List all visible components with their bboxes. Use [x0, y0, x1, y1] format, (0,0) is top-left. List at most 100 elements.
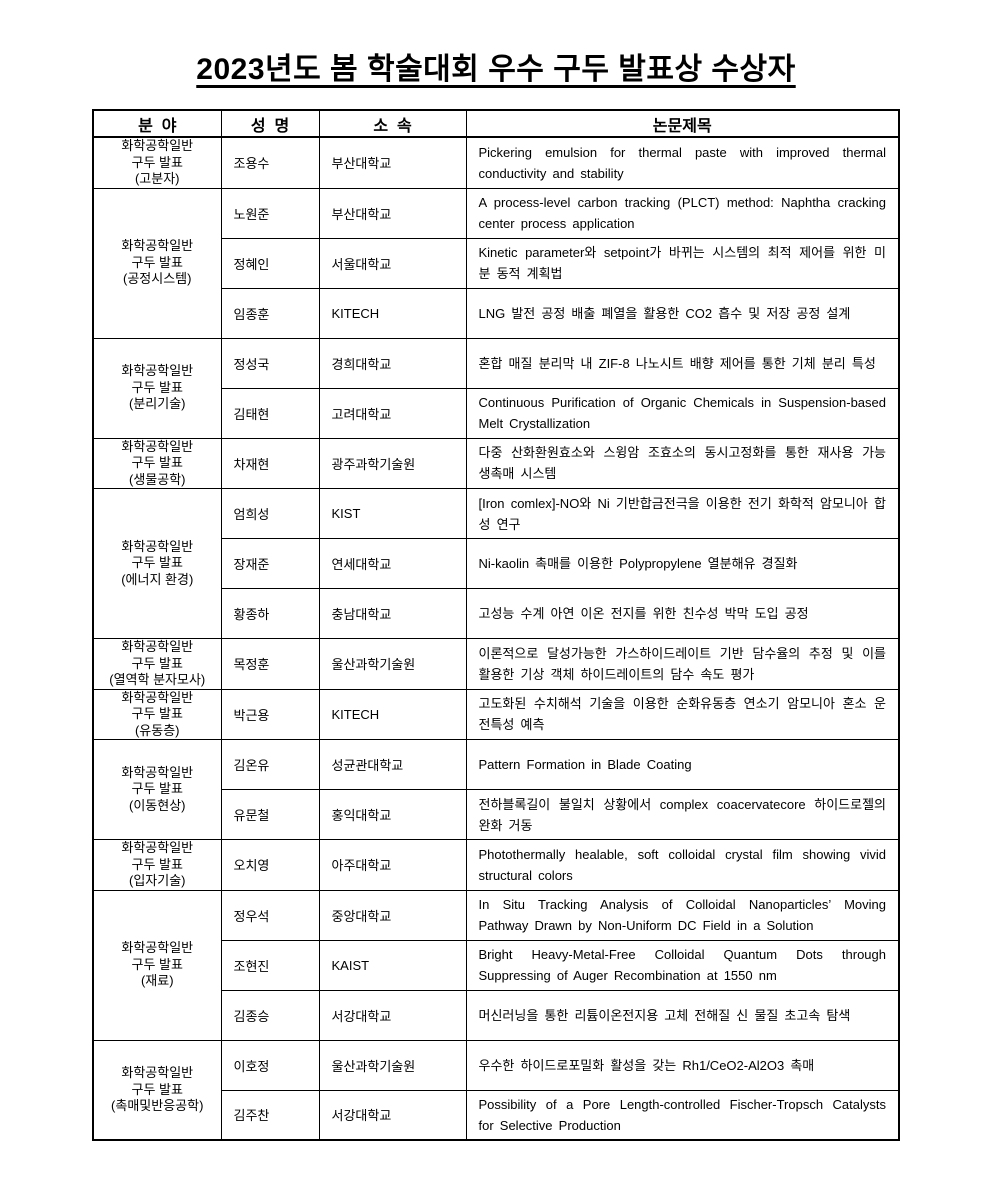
affiliation-cell: 성균관대학교 [318, 739, 467, 790]
field-line: 화학공학일반 [121, 363, 194, 379]
title-cell: 고도화된 수치해석 기술을 이용한 순화유동층 연소기 암모니아 혼소 운전특성… [465, 688, 900, 740]
title-cell: In Situ Tracking Analysis of Colloidal N… [465, 889, 900, 941]
affiliation-cell: 부산대학교 [318, 136, 467, 189]
name-cell: 김주찬 [220, 1089, 320, 1141]
field-line: (공정시스템) [123, 271, 192, 287]
field-cell: 화학공학일반 구두 발표 (이동현상) [92, 739, 222, 840]
table-row: 화학공학일반 구두 발표 (생물공학) 차재현 광주과학기술원 다중 산화환원효소와 스윙… [92, 437, 900, 489]
name-cell: 김종승 [220, 989, 320, 1041]
field-line: 화학공학일반 [121, 764, 194, 780]
table-row: 정혜인 서울대학교 Kinetic parameter와 setpoint가 바뀌는… [93, 237, 900, 289]
field-line: 화학공학일반 [121, 689, 194, 705]
field-line: (에너지 환경) [121, 571, 194, 587]
field-line: 구두 발표 [131, 781, 183, 797]
title-cell: Bright Heavy-Metal-Free Colloidal Quantu… [465, 939, 900, 991]
name-cell: 김온유 [220, 739, 320, 790]
affiliation-cell: 서강대학교 [318, 989, 467, 1041]
name-cell: 목정훈 [220, 638, 320, 690]
field-cell: 화학공학일반 구두 발표 (생물공학) [92, 437, 222, 489]
affiliation-cell: 고려대학교 [318, 387, 467, 439]
table-row: 화학공학일반 구두 발표 (촉매및반응공학) 이호정 울산과학기술원 우수한 하이드로포밀… [92, 1039, 900, 1141]
affiliation-cell: 경희대학교 [318, 337, 467, 389]
name-cell: 오치영 [220, 839, 320, 891]
title-cell: Photothermally healable, soft colloidal … [465, 839, 900, 891]
header-affiliation: 소 속 [318, 109, 467, 138]
field-line: 구두 발표 [131, 856, 183, 872]
header-field: 분 야 [92, 109, 222, 138]
table-row: 유문철 홍익대학교 전하블록길이 불일치 상황에서 complex coacerva… [93, 789, 900, 840]
table-row: 화학공학일반 구두 발표 (재료) 정우석 중앙대학교 In Situ Tracking … [92, 889, 900, 1041]
field-line: (재료) [140, 973, 174, 989]
title-cell: [Iron comlex]-NO와 Ni 기반합금전극을 이용한 전기 화학적 … [465, 488, 900, 539]
table-row: 화학공학일반 구두 발표 (공정시스템) 노원준 부산대학교 A process-leve… [92, 187, 900, 339]
name-cell: 조현진 [220, 939, 320, 991]
field-cell: 화학공학일반 구두 발표 (촉매및반응공학) [92, 1039, 222, 1141]
table-row: 김주찬 서강대학교 Possibility of a Pore Length-con… [93, 1089, 900, 1141]
affiliation-cell: 충남대학교 [318, 588, 467, 639]
title-cell: 우수한 하이드로포밀화 활성을 갖는 Rh1/CeO2-Al2O3 촉매 [465, 1039, 900, 1091]
field-line: (유동층) [134, 722, 180, 738]
table-row: 화학공학일반 구두 발표 (분리기술) 정성국 경희대학교 혼합 매질 분리막 내 ZIF… [92, 337, 900, 439]
title-cell: Possibility of a Pore Length-controlled … [465, 1089, 900, 1141]
name-cell: 박근용 [220, 688, 320, 740]
affiliation-cell: KAIST [318, 939, 467, 991]
table-row: 화학공학일반 구두 발표 (이동현상) 김온유 성균관대학교 Pattern Format… [92, 739, 900, 840]
table-row: 황종하 충남대학교 고성능 수계 아연 이온 전지를 위한 친수성 박막 도입 공정 [93, 588, 900, 639]
field-line: (분리기술) [129, 396, 186, 412]
name-cell: 차재현 [220, 437, 320, 489]
field-line: 화학공학일반 [121, 438, 194, 454]
name-cell: 유문철 [220, 789, 320, 840]
title-cell: 머신러닝을 통한 리튬이온전지용 고체 전해질 신 물질 초고속 탐색 [465, 989, 900, 1041]
affiliation-cell: KITECH [318, 287, 467, 339]
affiliation-cell: 울산과학기술원 [318, 638, 467, 690]
field-cell: 화학공학일반 구두 발표 (공정시스템) [92, 187, 222, 339]
title-cell: 혼합 매질 분리막 내 ZIF-8 나노시트 배향 제어를 통한 기체 분리 특… [465, 337, 900, 389]
title-cell: Kinetic parameter와 setpoint가 바뀌는 시스템의 최적… [465, 237, 900, 289]
field-line: 화학공학일반 [121, 840, 194, 855]
field-line: (열역학 분자모사) [109, 672, 206, 687]
affiliation-cell: 울산과학기술원 [318, 1039, 467, 1091]
name-cell: 정우석 [220, 889, 320, 941]
title-cell: LNG 발전 공정 배출 폐열을 활용한 CO2 흡수 및 저장 공정 설계 [465, 287, 900, 339]
table-row: 화학공학일반 구두 발표 (열역학 분자모사) 목정훈 울산과학기술원 이론적으로 달성가… [92, 638, 900, 690]
name-cell: 황종하 [220, 588, 320, 639]
field-line: 화학공학일반 [121, 1065, 194, 1080]
name-cell: 임종훈 [220, 287, 320, 339]
affiliation-cell: 아주대학교 [318, 839, 467, 891]
name-cell: 장재준 [220, 538, 320, 589]
name-cell: 조용수 [220, 136, 320, 189]
table-row: 조현진 KAIST Bright Heavy-Metal-Free Colloida… [93, 939, 900, 991]
title-cell: Continuous Purification of Organic Chemi… [465, 387, 900, 439]
header-name: 성 명 [220, 109, 320, 138]
field-line: 화학공학일반 [121, 639, 194, 654]
field-line: 구두 발표 [131, 154, 183, 170]
field-line: (촉매및반응공학) [111, 1098, 204, 1113]
name-cell: 노원준 [220, 187, 320, 239]
field-line: 화학공학일반 [121, 538, 194, 554]
field-cell: 화학공학일반 구두 발표 (고분자) [92, 136, 222, 189]
affiliation-cell: KITECH [318, 688, 467, 740]
field-line: 구두 발표 [131, 555, 183, 571]
name-cell: 김태현 [220, 387, 320, 439]
field-line: (이동현상) [129, 797, 186, 813]
title-cell: 다중 산화환원효소와 스윙암 조효소의 동시고정화를 통한 재사용 가능 생촉매… [465, 437, 900, 489]
field-line: 화학공학일반 [121, 238, 194, 254]
affiliation-cell: 홍익대학교 [318, 789, 467, 840]
field-line: 구두 발표 [131, 455, 183, 470]
field-line: 구두 발표 [131, 956, 183, 972]
awards-table: 분 야 성 명 소 속 논문제목 화학공학일반 구두 발표 (고분자) 조용수 부산대학… [92, 109, 900, 1141]
title-cell: Ni-kaolin 촉매를 이용한 Polypropylene 열분해유 경질화 [465, 538, 900, 589]
affiliation-cell: 광주과학기술원 [318, 437, 467, 489]
field-cell: 화학공학일반 구두 발표 (열역학 분자모사) [92, 638, 222, 690]
affiliation-cell: 부산대학교 [318, 187, 467, 239]
affiliation-cell: 중앙대학교 [318, 889, 467, 941]
table-row: 화학공학일반 구두 발표 (입자기술) 오치영 아주대학교 Photothermally … [92, 839, 900, 891]
name-cell: 이호정 [220, 1039, 320, 1091]
field-cell: 화학공학일반 구두 발표 (재료) [92, 889, 222, 1041]
field-line: 구두 발표 [131, 379, 183, 395]
title-cell: Pattern Formation in Blade Coating [465, 739, 900, 790]
field-line: 구두 발표 [131, 655, 183, 671]
field-cell: 화학공학일반 구두 발표 (분리기술) [92, 337, 222, 439]
field-line: 화학공학일반 [121, 138, 194, 153]
